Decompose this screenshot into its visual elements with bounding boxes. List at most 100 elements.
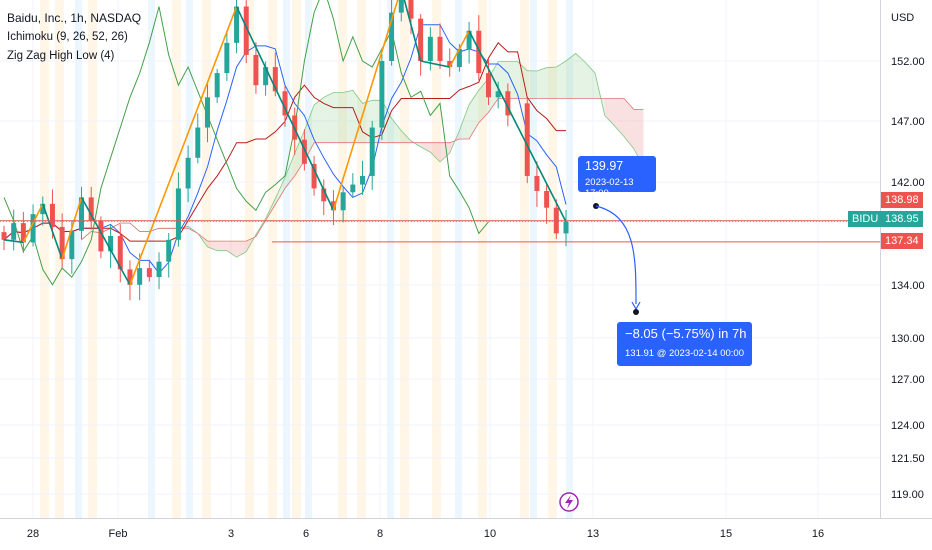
projection-arrow[interactable]: [593, 203, 641, 315]
cloud-segment: [585, 62, 596, 99]
candle-body: [117, 235, 123, 270]
zigzag-segment: [332, 0, 399, 211]
cloud-segment: [459, 104, 470, 140]
cloud-segment: [236, 241, 247, 258]
candle-body: [321, 188, 327, 202]
candle-body: [505, 91, 511, 116]
candle-body: [427, 36, 433, 61]
session-band: [202, 0, 211, 518]
cloud-segment: [614, 98, 625, 137]
start-date: 2023-02-13 17:00: [585, 177, 634, 199]
projection-end-callout[interactable]: −8.05 (−5.75%) in 7h 131.91 @ 2023-02-14…: [617, 322, 752, 366]
candle-body: [437, 36, 443, 61]
candle-body: [243, 6, 249, 55]
y-tick-label: 152.00: [891, 56, 925, 68]
x-tick-label: 10: [484, 528, 496, 540]
candle-body: [156, 261, 162, 278]
y-tick-label: 121.50: [891, 453, 925, 465]
candle-body: [340, 192, 346, 211]
projection-change: −8.05 (−5.75%) in 7h: [625, 326, 747, 341]
ichimoku-legend[interactable]: Ichimoku (9, 26, 52, 26): [7, 31, 128, 43]
ichimoku-cloud: [81, 52, 644, 258]
candle-body: [563, 221, 569, 234]
zigzag-segment: [449, 30, 470, 68]
candle-body: [59, 226, 65, 260]
session-band: [245, 0, 254, 518]
candle-body: [447, 61, 453, 68]
projection-detail: 131.91 @ 2023-02-14 00:00: [625, 348, 744, 359]
span-b-line: [81, 98, 644, 242]
session-band: [566, 0, 573, 518]
y-tick-label: 147.00: [891, 116, 925, 128]
candle-body: [214, 73, 220, 98]
cloud-segment: [624, 98, 634, 149]
last-price-tag: 138.95: [881, 211, 923, 227]
y-tick-label: 119.00: [891, 489, 924, 501]
session-bands: [40, 0, 573, 518]
y-axis-ticks: 152.00 147.00 142.00 134.00 130.00 127.00 124.…: [891, 56, 925, 501]
zigzag-segment: [61, 197, 83, 260]
candle-body: [79, 197, 85, 231]
candle-body: [234, 6, 240, 43]
cloud-segment: [604, 98, 615, 126]
candle-body: [389, 12, 395, 62]
candle-body: [456, 48, 462, 68]
y-tick-label: 142.00: [891, 177, 925, 189]
zigzag-legend[interactable]: Zig Zag High Low (4): [7, 50, 115, 62]
projection-start-callout[interactable]: 139.97 2023-02-13 17:00: [578, 156, 656, 199]
cloud-segment: [566, 53, 576, 99]
session-band: [55, 0, 64, 518]
candle-body: [49, 203, 55, 227]
session-band: [186, 0, 193, 518]
candle-body: [534, 175, 540, 191]
session-band: [357, 0, 366, 518]
candle-body: [398, 0, 404, 13]
session-band: [172, 0, 181, 518]
zigzag-segment: [22, 203, 44, 243]
y-tick-label: 127.00: [891, 374, 925, 386]
cloud-segment: [333, 92, 344, 143]
candle-body: [175, 188, 181, 240]
cloud-segment: [440, 142, 450, 163]
candle-body: [224, 42, 230, 74]
horizontal-lines[interactable]: [0, 220, 880, 243]
candle-body: [40, 203, 46, 215]
candle-body: [282, 91, 288, 116]
candle-body: [88, 197, 94, 221]
candle-body: [98, 220, 104, 252]
candle-body: [263, 67, 269, 86]
session-band: [387, 0, 394, 518]
lightning-icon[interactable]: [559, 492, 579, 512]
cloud-segment: [323, 92, 334, 143]
candle-body: [301, 139, 307, 164]
cloud-segment: [527, 70, 537, 99]
x-tick-label: 3: [228, 528, 234, 540]
zigzag-segment: [80, 197, 131, 286]
zigzag-line: [3, 0, 567, 286]
candle-body: [379, 61, 385, 128]
cloud-segment: [285, 153, 295, 189]
cloud-segment: [517, 61, 528, 99]
candle-body: [185, 157, 191, 189]
candle-body: [11, 223, 17, 240]
zigzag-segment: [129, 6, 238, 286]
axes: USD: [0, 0, 932, 519]
candle-body: [20, 223, 26, 243]
price-tag-high: 138.98: [881, 192, 923, 208]
session-band: [520, 0, 529, 518]
candle-body: [137, 268, 143, 285]
symbol-title[interactable]: Baidu, Inc., 1h, NASDAQ: [7, 11, 142, 25]
session-band: [148, 0, 155, 518]
y-tick-label: 130.00: [891, 333, 925, 345]
session-band: [305, 0, 312, 518]
session-band: [40, 0, 49, 518]
session-band: [283, 0, 290, 518]
zigzag-segment: [42, 203, 63, 260]
candle-body: [30, 214, 36, 243]
session-band: [75, 0, 82, 518]
x-tick-label: Feb: [109, 528, 128, 540]
cloud-segment: [226, 241, 237, 258]
cloud-segment: [207, 241, 218, 251]
candle-body: [369, 127, 375, 176]
